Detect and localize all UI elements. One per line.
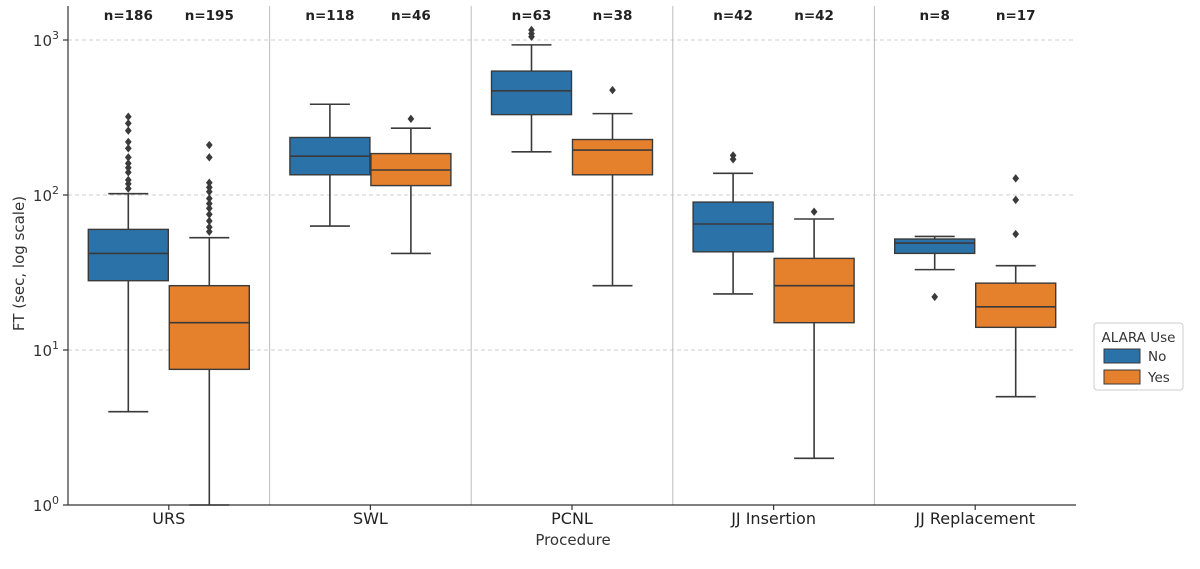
outlier-point-0 <box>931 292 939 302</box>
box-no-0 <box>87 112 170 413</box>
outlier-point-2 <box>124 175 132 185</box>
outlier-point-2 <box>205 216 213 226</box>
outlier-point-0 <box>1012 229 1020 239</box>
legend-label-no: No <box>1148 349 1166 365</box>
box-yes-0 <box>168 140 251 506</box>
n-label-no-2: n=63 <box>512 8 552 24</box>
boxes-layer <box>87 25 1057 506</box>
n-label-no-3: n=42 <box>713 8 753 24</box>
legend-title: ALARA Use <box>1102 330 1176 346</box>
y-tick-label-1: 101 <box>33 339 59 360</box>
labels-layer: n=186 n=118 n=63 n=42 n=8 n=195 n=46 n=38 n=42 n=… <box>10 8 1036 549</box>
n-label-no-1: n=118 <box>305 8 354 24</box>
outlier-point-0 <box>609 85 616 95</box>
box-iqr <box>773 257 855 324</box>
y-tick-label-2: 102 <box>33 184 59 205</box>
legend-swatch-yes <box>1103 369 1141 385</box>
n-label-yes-3: n=42 <box>794 8 834 24</box>
outlier-point-2 <box>528 25 535 35</box>
outlier-point-1 <box>729 151 737 160</box>
outlier-point-10 <box>124 119 132 128</box>
box-iqr <box>571 138 654 176</box>
box-yes-3 <box>773 207 855 460</box>
n-label-no-4: n=8 <box>920 8 950 24</box>
outlier-point-2 <box>1012 174 1020 183</box>
box-no-3 <box>692 151 774 295</box>
outlier-point-11 <box>205 140 213 150</box>
outlier-point-5 <box>124 159 132 168</box>
outlier-point-9 <box>205 178 213 187</box>
outlier-point-5 <box>205 199 213 208</box>
n-label-yes-4: n=17 <box>996 8 1036 24</box>
box-no-1 <box>289 103 371 227</box>
box-no-2 <box>490 25 573 153</box>
box-yes-4 <box>975 174 1057 398</box>
y-axis-title: FT (sec, log scale) <box>10 196 28 331</box>
axes <box>63 6 1076 510</box>
box-yes-2 <box>571 85 654 287</box>
outlier-point-4 <box>205 204 213 213</box>
legend: ALARA Use No Yes <box>1093 322 1184 391</box>
legend-swatch-no <box>1103 348 1141 364</box>
outlier-point-8 <box>205 183 213 192</box>
category-separators <box>269 6 875 505</box>
x-tick-label-1: SWL <box>353 509 388 528</box>
box-iqr <box>168 284 251 371</box>
box-iqr <box>975 282 1057 329</box>
outlier-point-3 <box>124 168 132 177</box>
outlier-point-7 <box>205 187 213 196</box>
outlier-point-0 <box>810 207 818 216</box>
x-tick-label-3: JJ Insertion <box>730 509 816 528</box>
outlier-point-3 <box>205 210 213 219</box>
box-iqr <box>692 201 774 253</box>
box-no-4 <box>894 235 976 302</box>
outlier-point-1 <box>1012 195 1020 205</box>
y-tick-label-3: 103 <box>33 29 59 50</box>
n-label-yes-2: n=38 <box>593 8 633 24</box>
outlier-point-7 <box>124 144 132 153</box>
outlier-point-11 <box>124 112 132 121</box>
outlier-point-0 <box>124 184 132 193</box>
outlier-point-0 <box>407 114 415 124</box>
x-tick-label-2: PCNL <box>551 509 593 528</box>
n-label-yes-1: n=46 <box>391 8 431 24</box>
legend-label-yes: Yes <box>1147 370 1170 386</box>
box-iqr <box>490 70 573 116</box>
outlier-point-4 <box>124 163 132 172</box>
y-tick-label-0: 100 <box>33 494 59 515</box>
n-label-yes-0: n=195 <box>185 8 234 24</box>
box-iqr <box>87 228 170 282</box>
x-tick-label-4: JJ Replacement <box>914 509 1035 528</box>
outlier-point-8 <box>124 137 132 147</box>
box-yes-1 <box>370 114 452 255</box>
outlier-point-9 <box>124 126 132 135</box>
box-iqr <box>894 238 976 255</box>
outlier-point-6 <box>205 194 213 203</box>
x-axis-title: Procedure <box>535 531 610 549</box>
outlier-point-1 <box>205 222 213 232</box>
x-tick-label-0: URS <box>152 509 185 528</box>
outlier-point-10 <box>205 153 213 162</box>
outlier-point-0 <box>205 227 213 236</box>
outlier-point-6 <box>124 153 132 162</box>
n-label-no-0: n=186 <box>104 8 153 24</box>
